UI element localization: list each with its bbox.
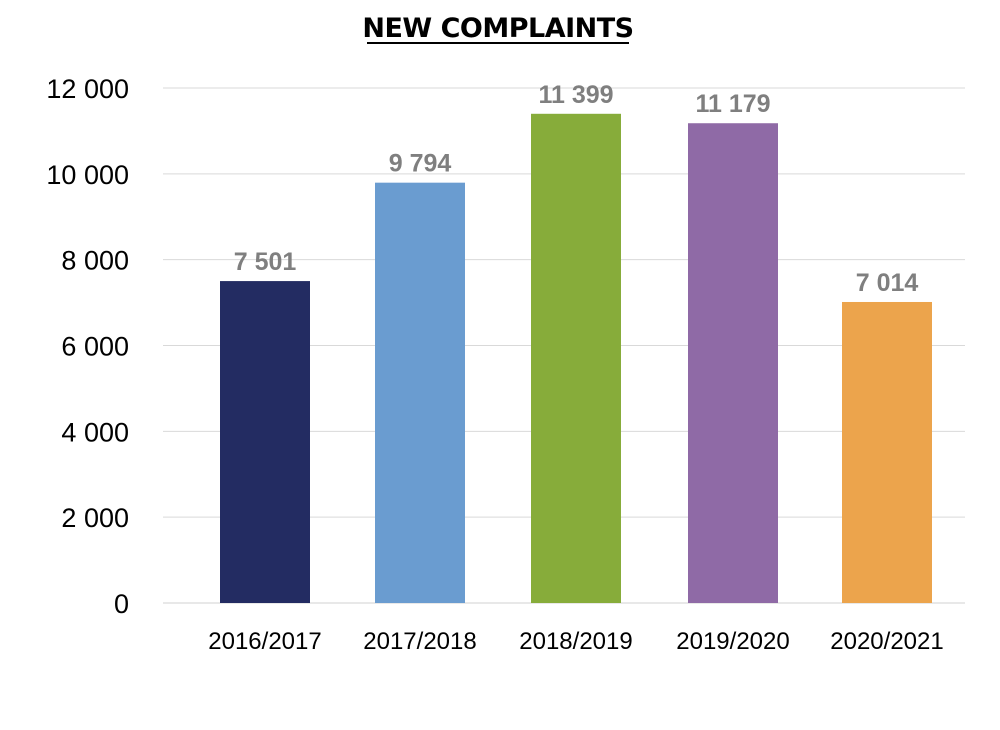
data-label: 9 794: [389, 150, 452, 178]
data-label: 11 179: [695, 90, 770, 118]
y-tick-label: 10 000: [46, 160, 129, 190]
y-tick-label: 4 000: [61, 417, 129, 447]
bar: [531, 113, 621, 604]
data-label: 11 399: [538, 81, 613, 109]
x-axis-tick-labels: 2016/2017 2017/2018 2018/2019 2019/2020 2020…: [208, 628, 943, 655]
x-tick-label: 2020/2021: [830, 628, 943, 655]
bar: [375, 182, 465, 603]
x-tick-label: 2018/2019: [519, 628, 632, 655]
y-tick-label: 6 000: [61, 332, 129, 362]
bars: [220, 113, 932, 604]
bar: [842, 301, 932, 603]
x-tick-label: 2016/2017: [208, 628, 321, 655]
y-tick-label: 0: [114, 589, 129, 619]
y-tick-label: 2 000: [61, 503, 129, 533]
chart-title: NEW COMPLAINTS: [362, 13, 633, 44]
data-labels: 7 501 9 794 11 399 11 179 7 014: [234, 81, 919, 297]
y-tick-label: 12 000: [46, 74, 129, 104]
y-axis-tick-labels: 0 2 000 4 000 6 000 8 000 10 000 12 000: [46, 74, 129, 619]
bar: [688, 123, 778, 603]
x-tick-label: 2019/2020: [676, 628, 789, 655]
bar: [220, 281, 310, 603]
data-label: 7 014: [856, 269, 919, 297]
y-tick-label: 8 000: [61, 246, 129, 276]
data-label: 7 501: [234, 248, 297, 276]
x-tick-label: 2017/2018: [363, 628, 476, 655]
